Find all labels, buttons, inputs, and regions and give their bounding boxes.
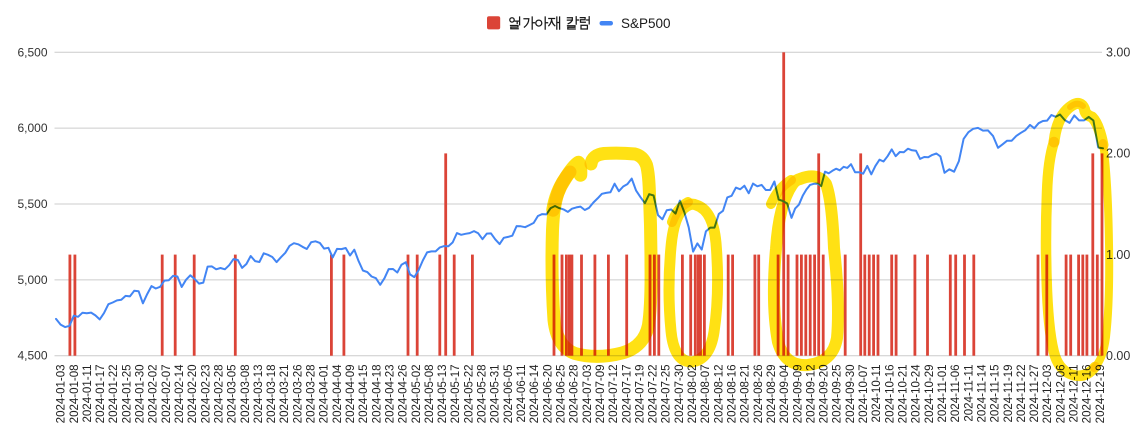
svg-text:2024-12-19: 2024-12-19	[1095, 365, 1107, 424]
svg-text:2024-07-25: 2024-07-25	[661, 365, 673, 424]
svg-text:4,500: 4,500	[17, 349, 47, 363]
svg-text:3.00: 3.00	[1106, 46, 1130, 60]
svg-text:2024-08-26: 2024-08-26	[753, 365, 765, 424]
svg-text:2024-06-14: 2024-06-14	[529, 364, 541, 423]
svg-text:2024-08-07: 2024-08-07	[700, 365, 712, 424]
svg-text:6,500: 6,500	[17, 45, 47, 59]
svg-text:2024-01-22: 2024-01-22	[108, 365, 120, 424]
svg-text:2024-04-18: 2024-04-18	[371, 365, 383, 424]
svg-text:2024-08-12: 2024-08-12	[713, 365, 725, 424]
svg-text:2024-06-11: 2024-06-11	[516, 365, 528, 423]
svg-text:2024-04-01: 2024-04-01	[319, 365, 331, 424]
svg-text:2024-09-30: 2024-09-30	[845, 365, 857, 424]
svg-text:2024-12-06: 2024-12-06	[1055, 365, 1067, 424]
svg-text:2024-07-17: 2024-07-17	[621, 365, 633, 424]
svg-text:2024-11-27: 2024-11-27	[1029, 365, 1041, 423]
svg-text:2024-07-22: 2024-07-22	[648, 365, 660, 424]
svg-text:2024-11-06: 2024-11-06	[950, 365, 962, 423]
svg-text:2024-01-30: 2024-01-30	[135, 365, 147, 424]
svg-text:2024-11-14: 2024-11-14	[976, 364, 988, 423]
svg-text:0.00: 0.00	[1106, 349, 1130, 363]
svg-text:2024-11-11: 2024-11-11	[963, 365, 975, 422]
svg-text:2024-07-30: 2024-07-30	[674, 365, 686, 424]
svg-text:2024-02-14: 2024-02-14	[174, 364, 186, 423]
svg-text:2024-06-28: 2024-06-28	[569, 365, 581, 424]
svg-text:2024-04-26: 2024-04-26	[398, 365, 410, 424]
svg-text:2024-06-25: 2024-06-25	[556, 365, 568, 424]
svg-text:2024-03-26: 2024-03-26	[292, 365, 304, 424]
svg-text:2024-04-04: 2024-04-04	[332, 364, 344, 423]
svg-text:2024-08-02: 2024-08-02	[687, 365, 699, 424]
svg-text:2024-11-15: 2024-11-15	[990, 365, 1002, 423]
svg-text:2024-10-21: 2024-10-21	[898, 365, 910, 424]
svg-text:2024-07-09: 2024-07-09	[595, 365, 607, 424]
svg-text:2024-02-23: 2024-02-23	[200, 365, 212, 424]
svg-text:2024-05-28: 2024-05-28	[477, 365, 489, 424]
svg-text:2024-01-08: 2024-01-08	[69, 365, 81, 424]
svg-text:2024-10-24: 2024-10-24	[911, 364, 923, 423]
svg-text:2024-05-17: 2024-05-17	[450, 365, 462, 424]
svg-text:2024-04-15: 2024-04-15	[358, 365, 370, 424]
svg-text:S&P500: S&P500	[621, 16, 671, 31]
svg-text:2024-03-18: 2024-03-18	[266, 365, 278, 424]
svg-text:2024-05-22: 2024-05-22	[463, 365, 475, 424]
svg-text:2024-09-09: 2024-09-09	[792, 365, 804, 424]
svg-text:2024-09-20: 2024-09-20	[819, 365, 831, 424]
svg-text:5,000: 5,000	[17, 273, 47, 287]
svg-text:2024-07-19: 2024-07-19	[634, 365, 646, 424]
svg-text:2024-01-11: 2024-01-11	[82, 365, 94, 423]
svg-text:2024-11-01: 2024-11-01	[937, 365, 949, 423]
svg-text:2024-10-29: 2024-10-29	[924, 365, 936, 424]
svg-text:2024-08-16: 2024-08-16	[727, 365, 739, 424]
svg-text:2024-03-13: 2024-03-13	[253, 365, 265, 424]
svg-text:2024-02-02: 2024-02-02	[148, 365, 160, 424]
svg-text:2024-05-31: 2024-05-31	[490, 365, 502, 424]
svg-text:2024-07-12: 2024-07-12	[608, 365, 620, 424]
svg-text:2024-10-16: 2024-10-16	[884, 365, 896, 424]
svg-text:2024-08-21: 2024-08-21	[740, 365, 752, 424]
svg-text:2024-03-21: 2024-03-21	[279, 365, 291, 424]
svg-text:2024-10-07: 2024-10-07	[858, 365, 870, 424]
svg-text:2024-09-04: 2024-09-04	[779, 364, 791, 423]
svg-text:2024-10-11: 2024-10-11	[871, 365, 883, 423]
svg-text:2024-09-12: 2024-09-12	[805, 365, 817, 424]
svg-text:2024-07-03: 2024-07-03	[582, 365, 594, 424]
svg-text:2024-02-07: 2024-02-07	[161, 365, 173, 424]
svg-text:6,000: 6,000	[17, 121, 47, 135]
svg-text:2024-05-02: 2024-05-02	[411, 365, 423, 424]
svg-text:2024-06-05: 2024-06-05	[503, 365, 515, 424]
svg-text:2024-01-25: 2024-01-25	[121, 365, 133, 424]
svg-text:2024-12-03: 2024-12-03	[1042, 365, 1054, 424]
svg-text:2024-08-29: 2024-08-29	[766, 365, 778, 424]
svg-text:2024-04-09: 2024-04-09	[345, 365, 357, 424]
svg-text:2024-09-25: 2024-09-25	[832, 365, 844, 424]
svg-text:2.00: 2.00	[1106, 147, 1130, 161]
svg-text:5,500: 5,500	[17, 197, 47, 211]
svg-text:2024-02-28: 2024-02-28	[214, 365, 226, 424]
svg-text:2024-04-23: 2024-04-23	[385, 365, 397, 424]
svg-text:2024-01-17: 2024-01-17	[95, 365, 107, 424]
svg-text:2024-03-08: 2024-03-08	[240, 365, 252, 424]
svg-text:2024-03-05: 2024-03-05	[227, 365, 239, 424]
svg-text:2024-11-22: 2024-11-22	[1016, 365, 1028, 423]
svg-text:2024-02-20: 2024-02-20	[187, 365, 199, 424]
svg-text:2024-05-08: 2024-05-08	[424, 365, 436, 424]
svg-text:2024-03-28: 2024-03-28	[306, 365, 318, 424]
svg-text:2024-01-03: 2024-01-03	[56, 365, 68, 424]
svg-text:2024-06-20: 2024-06-20	[542, 365, 554, 424]
svg-text:2024-11-19: 2024-11-19	[1003, 365, 1015, 423]
svg-text:2024-05-13: 2024-05-13	[437, 365, 449, 424]
